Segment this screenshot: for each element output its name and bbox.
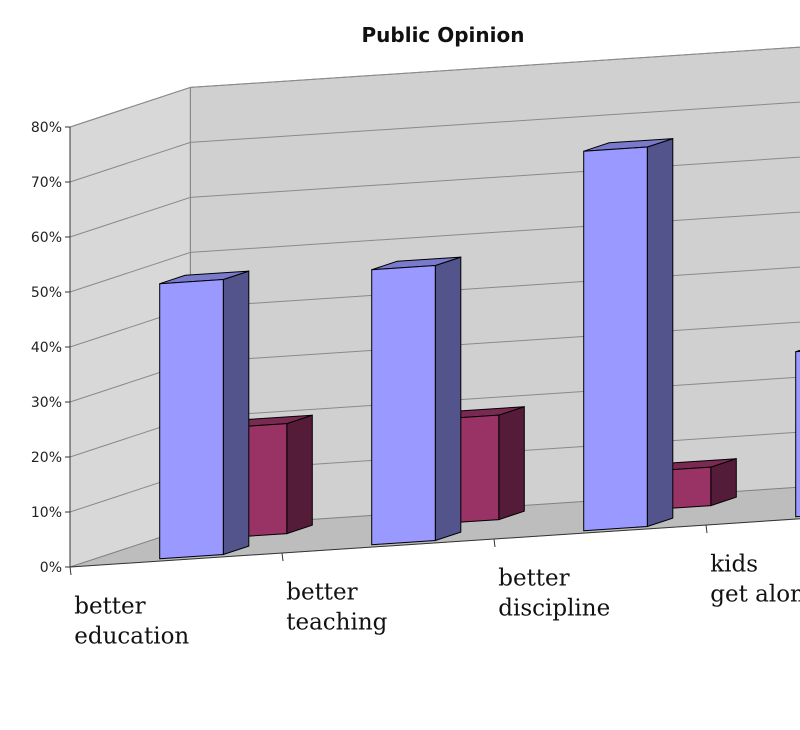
bar-side	[434, 256, 462, 542]
y-tick-label: 80%	[31, 120, 62, 136]
x-tick-mark	[69, 566, 72, 576]
x-axis-line	[69, 518, 800, 568]
y-axis: 0% 10% 20% 30% 40% 50% 60% 70% 80%	[31, 120, 800, 576]
bar-public-2	[583, 137, 674, 532]
bar-side	[498, 406, 525, 521]
bar-side	[286, 414, 313, 535]
gridline	[69, 156, 800, 238]
category-label-line: get along	[710, 582, 800, 608]
bar-front	[159, 278, 224, 560]
category-label-line: teaching	[286, 610, 387, 636]
category-label-line: discipline	[498, 596, 610, 622]
y-tick-label: 50%	[31, 285, 62, 301]
y-tick-label: 60%	[31, 230, 62, 246]
category-label: better education	[74, 594, 189, 650]
bar-side	[646, 137, 674, 528]
y-tick-label: 20%	[31, 450, 62, 466]
y-tick-label: 0%	[40, 560, 62, 576]
bar-public-1	[371, 256, 462, 546]
y-tick-label: 30%	[31, 395, 62, 411]
y-tick-label: 10%	[31, 505, 62, 521]
bar-public-0	[159, 270, 250, 560]
category-label-line: education	[74, 624, 189, 650]
x-tick-mark	[493, 538, 496, 548]
y-tick-label: 40%	[31, 340, 62, 356]
x-tick-mark	[281, 552, 284, 562]
chart-title: Public Opinion	[362, 23, 525, 47]
bar-side	[222, 270, 250, 556]
gridline	[69, 211, 800, 293]
bar-public-3	[795, 349, 800, 518]
gridline	[69, 46, 800, 128]
category-label-line: better	[286, 580, 357, 606]
category-label-line: kids	[710, 552, 758, 578]
category-label: kids get along	[710, 552, 800, 608]
category-label: better discipline	[498, 566, 610, 622]
bar-front	[583, 146, 648, 532]
chart-bars	[159, 137, 800, 560]
y-tick-label: 70%	[31, 175, 62, 191]
bar-front	[371, 264, 436, 546]
category-label: better teaching	[286, 580, 387, 636]
category-label-line: better	[74, 594, 145, 620]
bar-front	[795, 350, 800, 518]
category-label-line: better	[498, 566, 569, 592]
category-labels: better education better teaching better disci…	[74, 552, 800, 650]
x-tick-mark	[705, 524, 708, 534]
gridline	[69, 101, 800, 183]
